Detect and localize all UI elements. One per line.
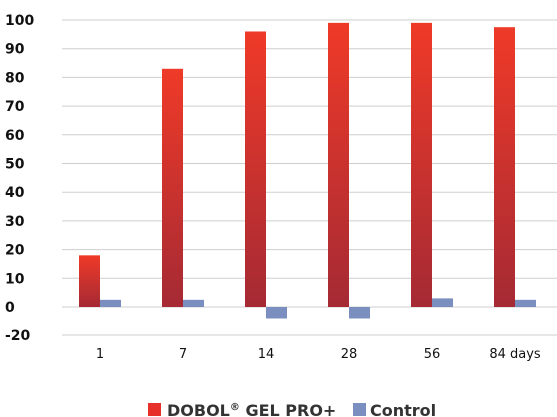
- bar-dobol: [411, 22, 432, 308]
- bar-control: [100, 299, 121, 307]
- legend-label-control: Control: [370, 401, 436, 417]
- bar-control: [349, 307, 370, 319]
- y-tick-label: 100: [5, 13, 34, 29]
- y-tick-label: 70: [5, 99, 25, 115]
- legend-label-dobol: DOBOL® GEL PRO+: [167, 401, 336, 417]
- y-tick-label: 80: [5, 70, 25, 86]
- x-tick-label: 1: [96, 347, 104, 362]
- bar-dobol: [162, 68, 183, 307]
- x-axis-tick-labels: 1 7 14 28 56 84 days: [96, 347, 541, 362]
- bar-control: [432, 298, 453, 307]
- legend: DOBOL® GEL PRO+ Control: [148, 401, 436, 417]
- bar-dobol: [328, 22, 349, 308]
- y-tick-label: 30: [5, 214, 25, 230]
- bar-dobol: [245, 31, 266, 307]
- y-tick-label: 10: [5, 271, 25, 287]
- bar-control: [183, 299, 204, 307]
- bars: [79, 22, 536, 319]
- y-tick-label: 40: [5, 185, 25, 201]
- bar-control: [266, 307, 287, 319]
- y-tick-label: -20: [5, 328, 31, 344]
- y-tick-label: 50: [5, 157, 25, 173]
- bar-dobol: [79, 255, 100, 307]
- bar-control: [515, 299, 536, 307]
- bar-dobol: [494, 27, 515, 308]
- x-tick-label: 28: [341, 347, 358, 362]
- y-tick-label: 0: [5, 300, 15, 316]
- x-tick-label: 14: [258, 347, 275, 362]
- gridlines: [62, 19, 557, 336]
- x-tick-label: 84 days: [489, 347, 541, 362]
- y-tick-label: 20: [5, 243, 25, 259]
- x-tick-label: 7: [179, 347, 187, 362]
- y-tick-label: 60: [5, 128, 25, 144]
- legend-swatch-control: [353, 403, 366, 416]
- y-tick-label: 90: [5, 42, 25, 58]
- x-tick-label: 56: [424, 347, 441, 362]
- legend-swatch-dobol: [148, 403, 161, 416]
